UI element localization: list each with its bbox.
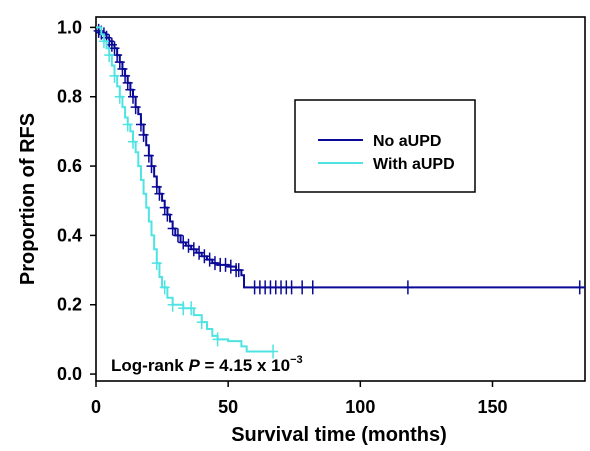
censor-mark — [159, 280, 170, 295]
series-layer — [93, 23, 585, 359]
censor-mark — [268, 344, 279, 359]
y-tick-label: 0.8 — [57, 87, 82, 107]
censor-mark — [209, 256, 220, 271]
log-rank-annotation: Log-rank P = 4.15 x 10−3 — [111, 354, 303, 375]
censor-mark — [135, 117, 146, 132]
censor-mark — [122, 117, 133, 132]
censor-mark — [128, 89, 139, 104]
censor-mark — [297, 280, 308, 295]
legend-label-with-aupd: With aUPD — [373, 156, 455, 173]
censor-mark — [178, 235, 189, 250]
y-tick-label: 1.0 — [57, 17, 82, 37]
plot-frame — [95, 16, 586, 382]
censor-mark — [286, 280, 297, 295]
censor-mark — [128, 134, 139, 149]
x-tick-label: 150 — [477, 397, 507, 417]
y-axis-label: Proportion of RFS — [17, 113, 39, 285]
censor-mark — [204, 252, 215, 267]
censor-mark — [167, 297, 178, 312]
y-tick-label: 0.0 — [57, 364, 82, 384]
censor-mark — [199, 249, 210, 264]
censor-mark — [138, 127, 149, 142]
x-axis-label: Survival time (months) — [231, 424, 447, 446]
censor-mark — [162, 207, 173, 222]
y-tick-label: 0.6 — [57, 156, 82, 176]
y-tick-label: 0.4 — [57, 225, 82, 245]
censor-mark — [114, 89, 125, 104]
censor-mark — [183, 238, 194, 253]
axes — [95, 16, 586, 382]
censor-mark — [225, 259, 236, 274]
censor-mark — [188, 242, 199, 257]
censor-mark — [146, 159, 157, 174]
censor-mark — [196, 315, 207, 330]
censor-mark — [154, 186, 165, 201]
y-tick-label: 0.2 — [57, 295, 82, 315]
censor-mark — [143, 148, 154, 163]
legend-box — [294, 99, 476, 193]
censor-mark — [167, 221, 178, 236]
annotation-exponent: −3 — [290, 354, 303, 366]
censor-mark — [233, 263, 244, 278]
tick-marks: 0.0 0.2 0.4 0.6 0.8 1.0 0 50 100 150 — [57, 17, 508, 417]
censor-mark — [104, 48, 115, 63]
annotation-prefix: Log-rank — [111, 356, 188, 375]
legend: No aUPD With aUPD — [294, 99, 476, 193]
censor-mark — [186, 301, 197, 316]
censor-mark — [220, 257, 231, 272]
censor-mark — [151, 256, 162, 271]
legend-label-no-aupd: No aUPD — [373, 133, 441, 150]
censor-mark — [98, 34, 109, 49]
censor-mark — [307, 280, 318, 295]
x-tick-label: 100 — [345, 397, 375, 417]
censor-mark — [402, 280, 413, 295]
censor-mark — [194, 245, 205, 260]
annotation-value: = 4.15 x 10 — [200, 356, 290, 375]
x-tick-label: 0 — [91, 397, 101, 417]
censor-marks-no-aupd — [93, 23, 585, 295]
censor-mark — [574, 280, 585, 295]
censor-mark — [212, 332, 223, 347]
annotation-p-symbol: P — [188, 356, 200, 375]
censor-mark — [109, 68, 120, 83]
censor-mark — [172, 228, 183, 243]
x-tick-label: 50 — [218, 397, 238, 417]
censor-mark — [130, 100, 141, 115]
censor-marks-with-aupd — [98, 34, 279, 359]
